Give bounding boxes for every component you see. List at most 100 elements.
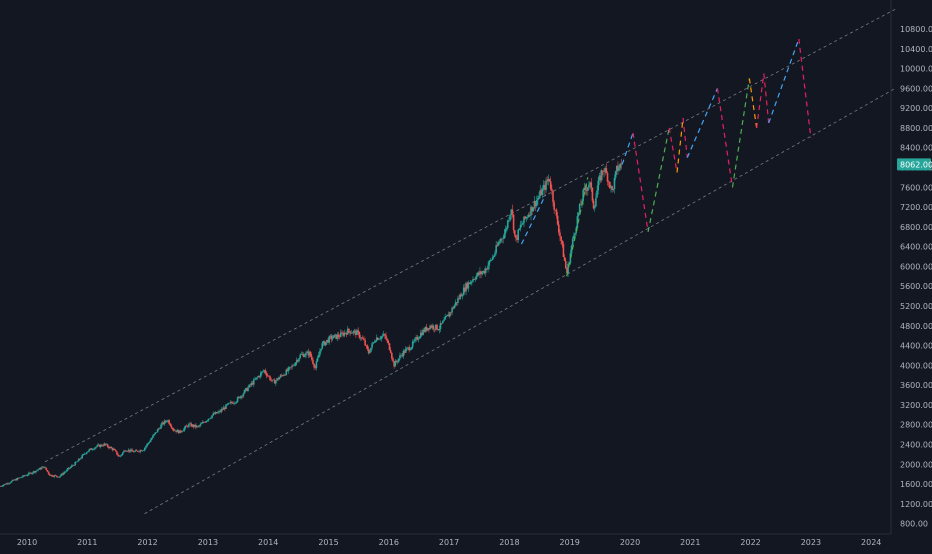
candle-body xyxy=(397,358,400,362)
candle-body xyxy=(219,411,221,412)
candle-body xyxy=(297,360,299,362)
candle-body xyxy=(273,380,276,384)
y-tick-label: 7200.00 xyxy=(900,203,932,212)
candle-body xyxy=(213,413,216,415)
candle-body xyxy=(464,287,466,292)
candle-body xyxy=(371,343,373,348)
candle-body xyxy=(113,448,116,451)
candle-body xyxy=(142,450,145,451)
candle-body xyxy=(577,212,580,217)
candle-body xyxy=(549,181,552,189)
candle-body xyxy=(475,275,478,279)
projection-line-7 xyxy=(676,117,684,173)
candle-body xyxy=(227,402,230,405)
candle-body xyxy=(181,431,183,433)
candle-body xyxy=(393,361,395,367)
candle-body xyxy=(317,354,320,358)
candle-body xyxy=(105,444,108,445)
candle-body xyxy=(305,352,307,356)
candle-body xyxy=(387,340,390,344)
y-tick-label: 10000.00 xyxy=(900,65,932,74)
candle-body xyxy=(523,216,525,224)
candle-body xyxy=(35,470,37,473)
candle-body xyxy=(121,452,124,455)
candle-body xyxy=(432,325,435,330)
candle-body xyxy=(28,472,30,475)
y-tick-label: 3200.00 xyxy=(900,401,932,410)
candle-body xyxy=(592,200,595,209)
candle-body xyxy=(124,450,126,452)
candle-body xyxy=(257,376,260,378)
candle-body xyxy=(466,283,468,289)
candle-body xyxy=(235,401,238,403)
candle-body xyxy=(98,444,101,447)
candle-body xyxy=(54,475,57,476)
candle-body xyxy=(65,471,67,472)
candle-body xyxy=(210,417,212,419)
candle-body xyxy=(350,332,353,334)
candle-body xyxy=(436,324,438,330)
candle-body xyxy=(493,255,495,258)
candle-body xyxy=(137,450,139,452)
candle-body xyxy=(534,201,537,206)
candle-body xyxy=(458,298,460,299)
y-tick-label: 7600.00 xyxy=(900,183,932,192)
candle-body xyxy=(263,370,266,372)
candle-body xyxy=(53,475,56,477)
candle-body xyxy=(33,471,36,473)
candle-body xyxy=(55,475,58,477)
candle-body xyxy=(480,271,482,275)
candle-body xyxy=(382,334,385,336)
candle-body xyxy=(15,479,17,481)
candle-body xyxy=(509,214,511,221)
candle-body xyxy=(190,423,193,427)
candle-body xyxy=(597,180,600,191)
candle-body xyxy=(595,197,597,207)
candle-body xyxy=(524,216,526,219)
candle-body xyxy=(30,472,32,474)
candle-body xyxy=(567,263,569,274)
candle-body xyxy=(155,432,158,433)
projection-line-13 xyxy=(756,73,765,129)
candle-body xyxy=(240,395,242,399)
candle-body xyxy=(74,462,77,466)
candle-body xyxy=(170,425,173,428)
candle-body xyxy=(288,366,291,368)
candle-body xyxy=(72,465,74,466)
candle-body xyxy=(588,184,590,188)
candle-body xyxy=(598,175,601,181)
candle-body xyxy=(249,384,252,386)
candle-body xyxy=(69,466,72,469)
time-axis[interactable]: 2010 2011 2012 2013 2014 2015 2016 2017 2018 2019… xyxy=(17,538,882,547)
candle-body xyxy=(75,461,78,463)
y-tick-label: 9600.00 xyxy=(900,84,932,93)
candle-body xyxy=(39,468,42,470)
candle-body xyxy=(255,377,257,380)
candle-body xyxy=(152,435,154,439)
candle-body xyxy=(488,260,491,266)
candle-body xyxy=(253,379,255,385)
candle-body xyxy=(453,305,456,309)
candle-body xyxy=(295,360,298,363)
candle-body xyxy=(52,476,55,477)
candle-body xyxy=(246,388,248,391)
candle-body xyxy=(256,377,259,378)
candle-body xyxy=(248,384,250,388)
candle-body xyxy=(384,334,386,336)
candle-body xyxy=(102,445,104,447)
candle-body xyxy=(250,382,253,386)
candle-body xyxy=(26,474,29,476)
candle-body xyxy=(368,351,371,354)
candle-body xyxy=(87,451,89,453)
candle-body xyxy=(457,298,459,303)
candle-body xyxy=(9,482,12,484)
candle-body xyxy=(217,412,219,414)
candle-body xyxy=(502,238,504,239)
candle-body xyxy=(135,450,138,451)
candle-body xyxy=(108,446,110,449)
candle-body xyxy=(291,365,293,368)
candle-body xyxy=(378,338,380,340)
candle-body xyxy=(338,336,341,338)
candle-body xyxy=(48,473,51,476)
